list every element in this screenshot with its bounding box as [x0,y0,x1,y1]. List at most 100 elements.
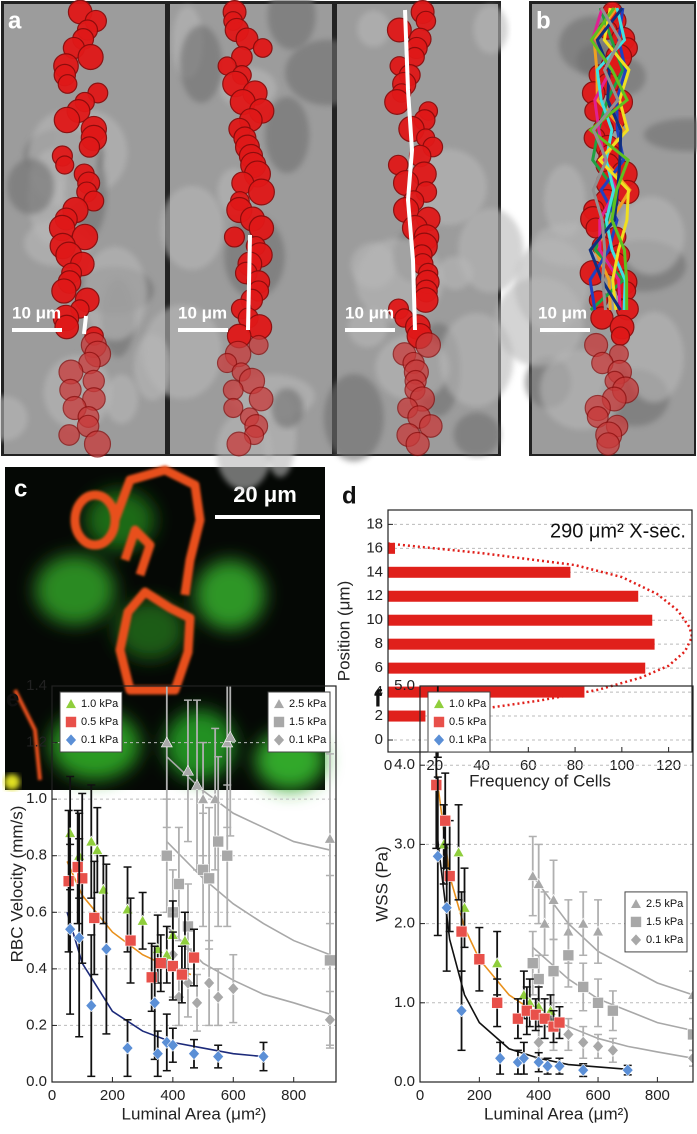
y-tick-label: 1.2 [26,734,47,751]
tissue [0,395,28,441]
marker [212,835,224,848]
y-tick-label: 2.0 [394,915,415,932]
marker [160,948,173,960]
legend-label: 0.5 kPa [449,716,487,728]
legend: 1.0 kPa 0.5 kPa 0.1 kPa [427,691,491,753]
marker [191,778,204,790]
rbc [78,136,101,158]
x-tick-label: 0 [416,1087,424,1104]
marker [494,1051,507,1065]
marker [526,957,539,970]
marker [455,1004,468,1018]
marker [64,697,78,709]
rbc [610,326,631,346]
tissue [437,256,474,290]
x-tick-label: 80 [567,757,584,774]
y-tick-label: 3.0 [394,835,415,852]
tissue [160,185,224,270]
marker [224,730,237,742]
track [588,7,628,311]
marker [85,999,98,1013]
marker [577,1035,590,1049]
marker [452,846,465,858]
error-bar [689,1049,693,1067]
rbc [51,278,77,304]
marker [91,843,104,855]
track [246,234,252,331]
y-tick-label: 14 [366,563,383,580]
bar [388,566,571,578]
rbc [415,332,442,358]
tissue [347,308,388,348]
marker [176,968,188,981]
y-axis-label: WSS (Pa) [372,846,391,922]
rbc [54,314,80,340]
rbc [226,431,252,457]
marker [64,826,77,838]
marker [273,716,285,728]
scale-bar-label: 10 μm [345,303,394,322]
micrograph: 10 μm b [494,1,697,456]
marker [182,976,194,990]
marker [166,1038,179,1052]
marker [553,1016,566,1029]
x-tick-label: 0 [384,757,392,774]
x-tick-label: 800 [645,1087,670,1104]
track [588,7,630,311]
legend-label: 1.5 kPa [289,716,327,728]
y-tick-label: 0 [375,731,383,748]
marker [440,901,453,915]
x-tick-label: 200 [100,1087,125,1104]
rbc [53,106,81,134]
marker [161,849,173,862]
y-tick-label: 1.0 [26,790,47,807]
marker [687,1051,693,1065]
rbc [57,74,78,94]
marker [88,912,101,924]
track [591,7,622,311]
rbc [590,306,614,330]
y-tick-label: 10 [366,611,383,628]
tissue [104,374,139,424]
marker [439,814,452,827]
y-tick-label: 0.4 [26,960,47,977]
annotation: 290 μm² X-sec. [550,520,686,542]
rbc [596,432,620,456]
vessel-stain [13,465,205,781]
bar [388,662,646,674]
legend-label: 1.5 kPa [646,916,684,928]
marker [181,764,194,776]
micrograph: 10 μm [142,0,371,490]
marker [121,1041,134,1055]
marker [577,981,590,993]
legend-label: 2.5 kPa [646,898,684,910]
marker [577,917,590,929]
y-tick-label: 18 [366,515,383,532]
y-tick-label: 0.2 [26,1016,47,1033]
marker [173,878,185,890]
marker [212,1050,225,1064]
fit-line [532,875,693,996]
marker [85,835,98,847]
y-axis-label: RBC Velocity (mm/s) [7,806,26,963]
plot-frame [387,509,693,753]
legend-label: 2.5 kPa [289,698,327,710]
marker [532,1035,545,1049]
marker [324,954,336,967]
x-tick-label: 400 [160,1087,185,1104]
marker [191,996,203,1010]
bar [388,710,426,722]
y-tick-label: 4 [375,683,383,700]
marker [71,861,84,873]
marker [323,832,336,844]
marker [124,934,137,947]
marker [203,976,216,990]
marker [526,869,539,881]
panel-label: a [8,7,22,34]
marker [272,697,286,709]
marker [473,953,486,966]
marker [431,849,444,863]
micrograph: 10 μm [0,0,172,458]
